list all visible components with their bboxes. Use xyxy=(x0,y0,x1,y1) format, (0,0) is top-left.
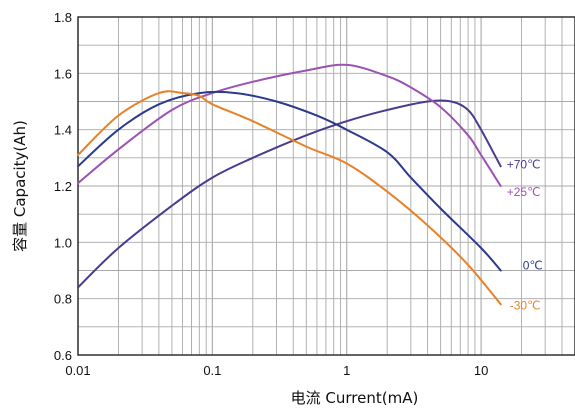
x-tick-label: 1 xyxy=(343,363,350,378)
x-axis-title: 电流 Current(mA) xyxy=(291,389,419,407)
x-tick-label: 10 xyxy=(474,363,488,378)
series-line xyxy=(77,90,502,272)
x-tick-label: 0.1 xyxy=(203,363,221,378)
y-tick-label: 1.8 xyxy=(54,10,72,25)
x-axis-ticks: 0.01 0.1 1 10 xyxy=(65,363,488,378)
series-line xyxy=(77,63,502,187)
series-line xyxy=(77,99,502,289)
series-label: +25℃ xyxy=(507,185,541,199)
series-label: +70℃ xyxy=(507,157,541,171)
y-axis-ticks: 0.6 0.8 1.0 1.2 1.4 1.6 1.8 xyxy=(54,10,72,363)
y-tick-label: 0.6 xyxy=(54,348,72,363)
series-labels: +70℃ +25℃ 0℃ -30℃ xyxy=(507,157,543,312)
y-tick-label: 1.0 xyxy=(54,235,72,250)
x-tick-label: 0.01 xyxy=(65,363,90,378)
y-axis-title: 容量 Capacity(Ah) xyxy=(11,120,29,252)
series-label: -30℃ xyxy=(510,298,541,312)
grid xyxy=(77,16,575,356)
series-layer xyxy=(77,63,502,306)
plot-frame xyxy=(77,16,575,356)
series-line xyxy=(77,90,502,306)
series-label: 0℃ xyxy=(523,259,543,273)
y-tick-label: 1.4 xyxy=(54,123,72,138)
y-tick-label: 1.2 xyxy=(54,179,72,194)
y-tick-label: 0.8 xyxy=(54,292,72,307)
y-tick-label: 1.6 xyxy=(54,66,72,81)
